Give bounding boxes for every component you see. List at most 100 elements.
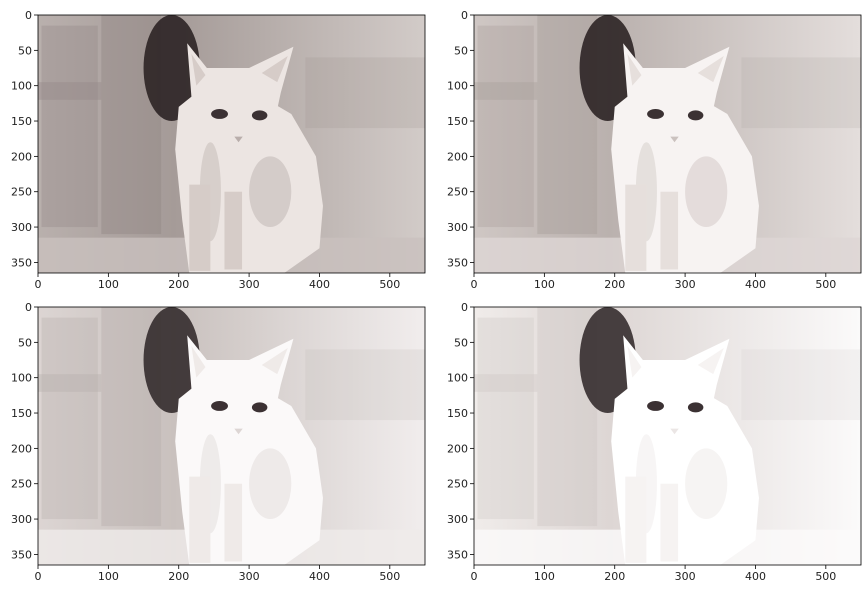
cat-eye-right	[687, 110, 704, 121]
y-tick-label: 250	[447, 186, 468, 199]
x-tick-label: 400	[309, 278, 330, 291]
cat-ear-right	[261, 55, 288, 83]
y-tick-label: 100	[447, 372, 468, 385]
shelf-shape	[474, 82, 538, 100]
wall-shape	[305, 57, 425, 129]
cat-fur-shadow	[685, 448, 728, 520]
x-tick-label: 400	[745, 570, 766, 583]
cat-image	[38, 15, 425, 273]
y-tick-label: 350	[11, 256, 32, 269]
x-tick-label: 200	[604, 570, 625, 583]
x-tick-label: 300	[239, 278, 260, 291]
y-tick-label: 150	[11, 407, 32, 420]
x-tick-label: 100	[534, 570, 555, 583]
y-tick-label: 100	[11, 80, 32, 93]
y-tick-label: 0	[461, 9, 468, 22]
y-tick-label: 0	[461, 301, 468, 314]
cat-fur-shadow	[249, 448, 292, 520]
cat-leg-left	[625, 184, 647, 271]
wall-shape	[741, 349, 861, 421]
y-tick-label: 250	[11, 186, 32, 199]
shelf-shape	[38, 82, 102, 100]
y-tick-label: 50	[18, 44, 32, 57]
shadow-area	[143, 15, 200, 122]
axes-frame	[473, 306, 862, 566]
cat-eye-left	[647, 401, 664, 411]
wall-shape	[305, 349, 425, 421]
cat-eye-right	[251, 402, 268, 413]
cat-leg-left	[189, 476, 211, 563]
sofa-shape	[41, 317, 98, 520]
y-tick-label: 100	[11, 372, 32, 385]
cat-fur-shadow	[249, 156, 292, 228]
cat-eye-left	[211, 109, 228, 119]
shadow-area	[579, 15, 636, 122]
cat-nose	[234, 136, 243, 143]
y-tick-label: 50	[454, 44, 468, 57]
x-tick-label: 500	[379, 570, 400, 583]
y-tick-label: 300	[11, 221, 32, 234]
x-tick-label: 300	[239, 570, 260, 583]
y-tick-label: 350	[447, 256, 468, 269]
axes-frame	[37, 306, 426, 566]
cat-leg-right	[224, 483, 243, 562]
x-tick-label: 200	[604, 278, 625, 291]
cat-leg-right	[224, 191, 243, 270]
cat-leg-right	[660, 191, 679, 270]
image-panel-4: 0 100 200 300 400 500 0 50 100 150 200 250 300 350	[447, 301, 862, 583]
y-tick-label: 200	[447, 150, 468, 163]
shelf-shape	[38, 374, 102, 392]
x-tick-label: 100	[534, 278, 555, 291]
cat-nose	[670, 136, 679, 143]
sofa-shape	[477, 25, 534, 228]
x-tick-label: 0	[35, 570, 42, 583]
cat-eye-right	[687, 402, 704, 413]
shelf-shape	[474, 374, 538, 392]
cat-eye-right	[251, 110, 268, 121]
y-tick-label: 100	[447, 80, 468, 93]
y-tick-label: 300	[447, 513, 468, 526]
x-tick-label: 0	[471, 278, 478, 291]
y-tick-label: 350	[447, 548, 468, 561]
x-tick-label: 200	[168, 570, 189, 583]
x-tick-label: 300	[675, 278, 696, 291]
cat-ear-left	[191, 53, 206, 86]
cat-ear-right	[261, 347, 288, 375]
cat-eye-left	[647, 109, 664, 119]
cat-leg-left	[625, 476, 647, 563]
cat-image	[38, 307, 425, 565]
y-tick-label: 300	[447, 221, 468, 234]
cat-ear-left	[627, 53, 642, 86]
axes-frame	[473, 14, 862, 274]
x-tick-label: 0	[35, 278, 42, 291]
sofa-shape	[41, 25, 98, 228]
x-tick-label: 300	[675, 570, 696, 583]
shadow-area	[143, 307, 200, 414]
y-tick-label: 150	[447, 407, 468, 420]
cat-image	[474, 15, 861, 273]
y-tick-label: 300	[11, 513, 32, 526]
axes-frame	[37, 14, 426, 274]
cat-eye-left	[211, 401, 228, 411]
y-tick-label: 50	[454, 336, 468, 349]
sofa-shape	[477, 317, 534, 520]
shadow-area	[579, 307, 636, 414]
wall-shape	[741, 57, 861, 129]
y-tick-label: 50	[18, 336, 32, 349]
cat-ear-left	[191, 345, 206, 378]
y-tick-label: 0	[25, 9, 32, 22]
cat-ear-left	[627, 345, 642, 378]
image-panel-3: 0 100 200 300 400 500 0 50 100 150 200 250 300 350	[11, 301, 426, 583]
image-panel-1: 0 100 200 300 400 500 0 50 100 150 200 250 300 350	[11, 9, 426, 291]
x-tick-label: 200	[168, 278, 189, 291]
y-tick-label: 150	[447, 115, 468, 128]
cat-nose	[670, 428, 679, 435]
y-tick-label: 0	[25, 301, 32, 314]
x-tick-label: 500	[815, 278, 836, 291]
y-tick-label: 200	[447, 442, 468, 455]
y-tick-label: 250	[447, 478, 468, 491]
y-tick-label: 350	[11, 548, 32, 561]
cat-fur-shadow	[685, 156, 728, 228]
cat-leg-left	[189, 184, 211, 271]
